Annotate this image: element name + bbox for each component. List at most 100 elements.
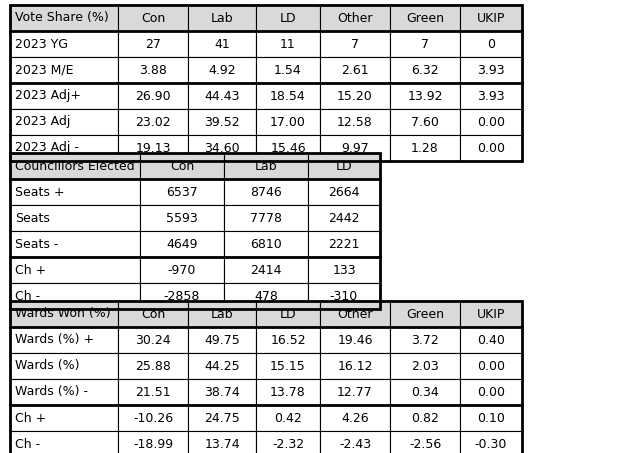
Bar <box>390 31 460 57</box>
Text: 17.00: 17.00 <box>270 116 306 129</box>
Bar <box>460 301 522 327</box>
Text: 0.82: 0.82 <box>411 411 439 424</box>
Bar <box>188 431 256 453</box>
Text: 7.60: 7.60 <box>411 116 439 129</box>
Bar <box>140 257 224 283</box>
Text: -18.99: -18.99 <box>133 438 173 450</box>
Bar <box>224 153 308 179</box>
Text: UKIP: UKIP <box>477 11 505 24</box>
Bar <box>10 405 118 431</box>
Text: Wards (%) -: Wards (%) - <box>15 386 88 399</box>
Bar <box>10 205 140 231</box>
Bar <box>308 205 380 231</box>
Bar <box>10 327 118 353</box>
Text: 16.52: 16.52 <box>270 333 306 347</box>
Bar <box>188 135 256 161</box>
Bar <box>390 379 460 405</box>
Text: 0.42: 0.42 <box>274 411 302 424</box>
Text: 478: 478 <box>254 289 278 303</box>
Text: 19.46: 19.46 <box>337 333 372 347</box>
Bar <box>390 135 460 161</box>
Text: 7778: 7778 <box>250 212 282 225</box>
Text: 19.13: 19.13 <box>135 141 171 154</box>
Bar <box>460 109 522 135</box>
Text: 0: 0 <box>487 38 495 50</box>
Text: 34.60: 34.60 <box>204 141 240 154</box>
Bar <box>390 405 460 431</box>
Bar <box>224 283 308 309</box>
Bar <box>256 135 320 161</box>
Bar <box>308 231 380 257</box>
Bar <box>390 57 460 83</box>
Text: Con: Con <box>141 11 165 24</box>
Bar <box>308 179 380 205</box>
Bar <box>118 83 188 109</box>
Bar <box>140 153 224 179</box>
Text: 7: 7 <box>421 38 429 50</box>
Bar <box>390 353 460 379</box>
Bar <box>256 83 320 109</box>
Text: 6537: 6537 <box>166 185 198 198</box>
Bar <box>118 5 188 31</box>
Bar <box>308 257 380 283</box>
Text: 9.97: 9.97 <box>341 141 369 154</box>
Bar <box>256 327 320 353</box>
Bar <box>188 353 256 379</box>
Text: 3.72: 3.72 <box>411 333 439 347</box>
Text: 2442: 2442 <box>329 212 360 225</box>
Bar <box>460 405 522 431</box>
Text: 30.24: 30.24 <box>135 333 171 347</box>
Text: 16.12: 16.12 <box>337 360 372 372</box>
Bar <box>320 109 390 135</box>
Bar <box>188 31 256 57</box>
Text: 1.54: 1.54 <box>274 63 302 77</box>
Bar <box>10 231 140 257</box>
Bar <box>188 405 256 431</box>
Bar <box>188 327 256 353</box>
Text: Vote Share (%): Vote Share (%) <box>15 11 108 24</box>
Bar <box>320 405 390 431</box>
Bar <box>188 57 256 83</box>
Bar <box>308 153 380 179</box>
Text: 0.00: 0.00 <box>477 386 505 399</box>
Text: 13.92: 13.92 <box>408 90 443 102</box>
Bar <box>390 431 460 453</box>
Bar <box>118 135 188 161</box>
Bar <box>10 379 118 405</box>
Bar <box>256 431 320 453</box>
Bar <box>118 31 188 57</box>
Text: Con: Con <box>141 308 165 321</box>
Bar <box>10 283 140 309</box>
Text: Other: Other <box>337 308 372 321</box>
Text: 41: 41 <box>214 38 230 50</box>
Text: 2664: 2664 <box>329 185 360 198</box>
Text: Seats -: Seats - <box>15 237 58 251</box>
Text: 2023 M/E: 2023 M/E <box>15 63 73 77</box>
Bar <box>10 153 380 309</box>
Text: 25.88: 25.88 <box>135 360 171 372</box>
Text: 4.92: 4.92 <box>208 63 236 77</box>
Text: 49.75: 49.75 <box>204 333 240 347</box>
Text: 12.77: 12.77 <box>337 386 373 399</box>
Bar <box>460 353 522 379</box>
Text: 6810: 6810 <box>250 237 282 251</box>
Bar <box>10 109 118 135</box>
Text: 18.54: 18.54 <box>270 90 306 102</box>
Text: 11: 11 <box>280 38 296 50</box>
Text: 38.74: 38.74 <box>204 386 240 399</box>
Bar <box>390 83 460 109</box>
Bar <box>10 301 118 327</box>
Bar <box>10 353 118 379</box>
Text: Lab: Lab <box>211 308 233 321</box>
Bar <box>224 205 308 231</box>
Bar <box>460 5 522 31</box>
Bar <box>118 405 188 431</box>
Bar <box>10 135 118 161</box>
Bar <box>188 83 256 109</box>
Bar <box>188 5 256 31</box>
Bar <box>224 179 308 205</box>
Bar <box>118 57 188 83</box>
Text: Ch +: Ch + <box>15 264 46 276</box>
Text: 27: 27 <box>145 38 161 50</box>
Text: Wards (%) +: Wards (%) + <box>15 333 94 347</box>
